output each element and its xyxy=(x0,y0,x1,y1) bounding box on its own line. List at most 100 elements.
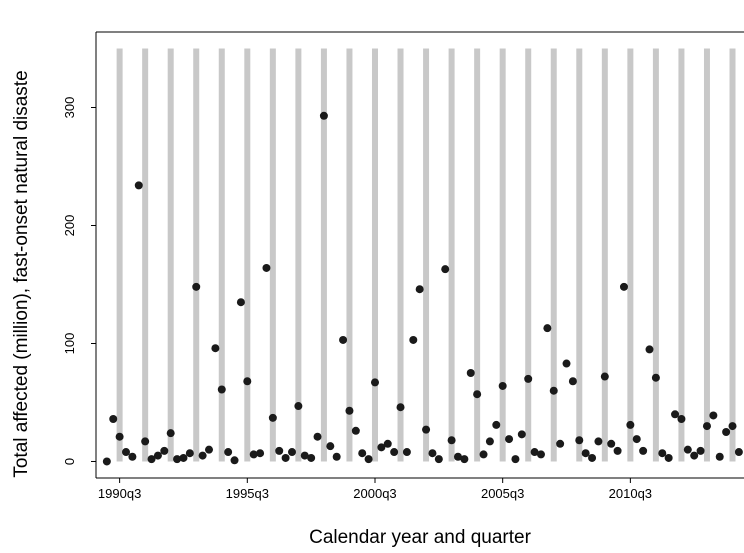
point xyxy=(326,442,335,451)
point xyxy=(447,436,456,445)
shaded-bar xyxy=(499,48,506,462)
shaded-bar xyxy=(601,48,608,462)
point xyxy=(588,453,597,462)
point xyxy=(671,410,680,419)
point xyxy=(479,450,488,459)
point xyxy=(377,443,386,452)
shaded-bar xyxy=(652,48,659,462)
point xyxy=(690,451,699,460)
point xyxy=(734,448,743,457)
point xyxy=(524,374,533,383)
point xyxy=(402,448,411,457)
point xyxy=(185,449,194,458)
point xyxy=(441,265,450,274)
shaded-bar xyxy=(576,48,583,462)
point xyxy=(339,335,348,344)
point xyxy=(319,111,328,120)
point xyxy=(536,450,545,459)
shaded-bar xyxy=(678,48,685,462)
x-tick-label: 2010q3 xyxy=(609,486,652,501)
x-tick-label: 1990q3 xyxy=(98,486,141,501)
point xyxy=(562,359,571,368)
x-tick-label: 2000q3 xyxy=(353,486,396,501)
point xyxy=(275,446,284,455)
shaded-bar xyxy=(627,48,634,462)
shaded-bar xyxy=(346,48,353,462)
x-axis-title: Calendar year and quarter xyxy=(309,527,531,548)
point xyxy=(300,451,309,460)
point xyxy=(658,449,667,458)
point xyxy=(511,455,520,464)
point xyxy=(351,426,360,435)
point xyxy=(332,452,341,461)
point xyxy=(626,420,635,429)
point xyxy=(453,452,462,461)
point xyxy=(415,285,424,294)
point xyxy=(383,439,392,448)
shaded-bar xyxy=(448,48,455,462)
point xyxy=(543,324,552,333)
shaded-bar xyxy=(295,48,302,462)
point xyxy=(236,298,245,307)
point xyxy=(147,455,156,464)
point xyxy=(307,453,316,462)
x-tick-label: 2005q3 xyxy=(481,486,524,501)
point xyxy=(268,413,277,422)
point xyxy=(517,430,526,439)
shaded-bar xyxy=(703,48,710,462)
shaded-bar xyxy=(320,48,327,462)
point xyxy=(409,335,418,344)
shaded-bar xyxy=(269,48,276,462)
point xyxy=(422,425,431,434)
point xyxy=(505,435,514,444)
point xyxy=(211,344,220,353)
y-tick-label: 100 xyxy=(62,333,77,355)
point xyxy=(256,449,265,458)
point xyxy=(287,448,296,457)
x-tick-label: 1995q3 xyxy=(226,486,269,501)
shaded-bar xyxy=(142,48,149,462)
point xyxy=(715,452,724,461)
point xyxy=(102,457,111,466)
point xyxy=(230,456,239,465)
point xyxy=(390,448,399,457)
point xyxy=(466,368,475,377)
point xyxy=(594,437,603,446)
point xyxy=(696,446,705,455)
shaded-bar xyxy=(525,48,532,462)
point xyxy=(294,402,303,411)
point xyxy=(600,372,609,381)
shaded-bar xyxy=(474,48,481,462)
point xyxy=(217,385,226,394)
point xyxy=(485,437,494,446)
point xyxy=(313,432,322,441)
point xyxy=(434,455,443,464)
shaded-bar xyxy=(218,48,225,462)
point xyxy=(134,181,143,190)
point xyxy=(613,446,622,455)
shaded-bar xyxy=(193,48,200,462)
point xyxy=(632,435,641,444)
shaded-bar xyxy=(423,48,430,462)
point xyxy=(677,415,686,424)
shaded-bar xyxy=(397,48,404,462)
shaded-bar xyxy=(371,48,378,462)
point xyxy=(281,453,290,462)
point xyxy=(153,451,162,460)
point xyxy=(141,437,150,446)
shaded-bar xyxy=(244,48,251,462)
shaded-bar xyxy=(116,48,123,462)
point xyxy=(205,445,214,454)
point xyxy=(473,390,482,399)
point xyxy=(568,377,577,386)
point xyxy=(370,378,379,387)
point xyxy=(530,448,539,457)
point xyxy=(243,377,252,386)
shaded-bar xyxy=(729,48,736,462)
point xyxy=(109,415,118,424)
point xyxy=(249,450,258,459)
point xyxy=(645,345,654,354)
shaded-bar xyxy=(167,48,174,462)
point xyxy=(722,427,731,436)
